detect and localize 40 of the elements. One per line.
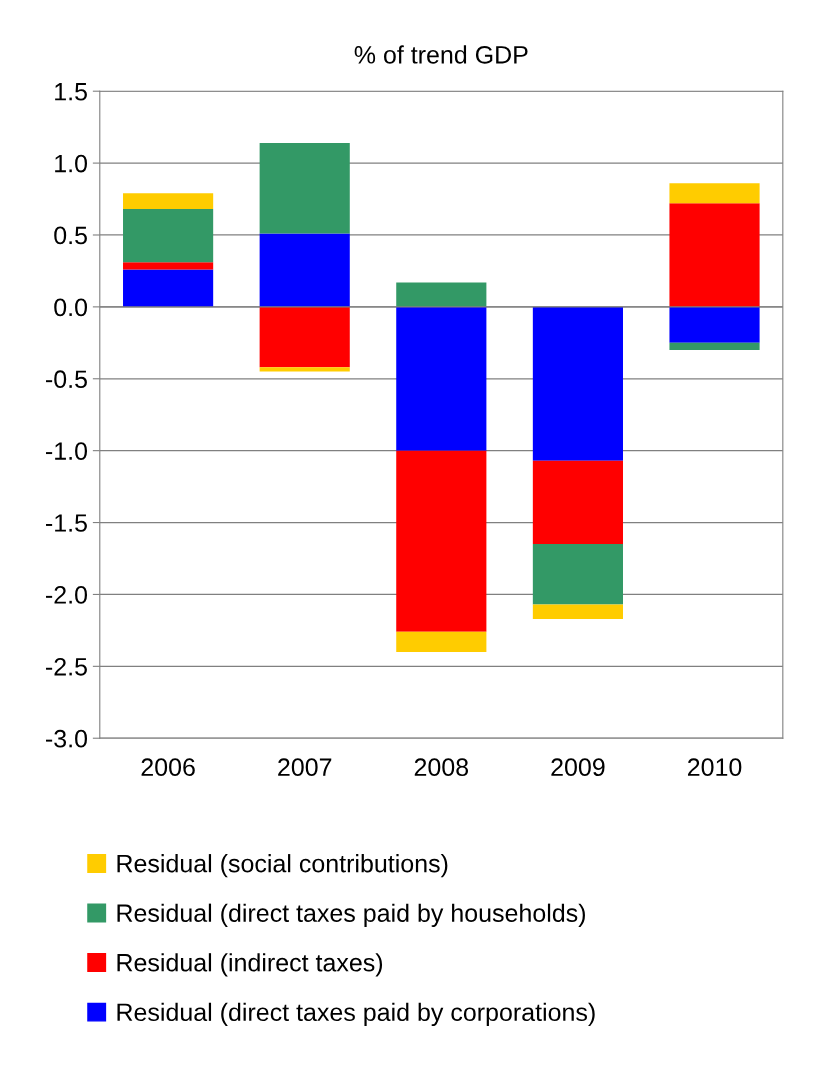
y-tick-label: -2.0 [46,586,88,604]
bar [259,233,350,307]
bar [123,209,214,263]
bar [123,262,214,270]
bar [396,631,487,652]
legend-label: Residual (indirect taxes) [117,953,383,977]
bar [396,282,487,307]
y-tick-label: 1.0 [55,154,88,173]
legend-label: Residual (direct taxes paid by corporations) [117,1002,595,1027]
bar [532,460,623,545]
y-tick-label: 0.5 [54,226,87,245]
bar [669,203,760,307]
bar [669,342,760,351]
y-tick-label: 1.5 [55,83,87,101]
y-tick-label: -1.0 [46,442,88,460]
bar [123,269,214,307]
y-tick-label: -3.0 [46,729,88,748]
x-tick-label: 2008 [414,758,469,777]
legend-label: Residual (direct taxes paid by households) [117,903,585,927]
y-tick-label: -0.5 [46,370,87,389]
bar [123,193,214,210]
y-tick-label: -1.5 [46,514,87,532]
chart-title: % of trend GDP [354,45,528,64]
x-tick-label: 2009 [551,758,605,777]
bar [259,142,350,234]
legend-label: Residual (social contributions) [117,854,448,878]
bar [532,604,623,619]
x-tick-label: 2006 [141,758,195,777]
bar [396,306,487,451]
bar [259,306,350,368]
x-tick-label: 2010 [687,758,742,777]
bar [532,306,623,461]
bar [669,183,760,204]
y-tick-label: -2.5 [46,657,87,676]
bar [669,306,760,343]
bar [396,450,487,632]
x-tick-label: 2007 [278,758,332,777]
y-tick-label: 0.0 [54,298,88,317]
bar [259,367,350,372]
bar [532,544,623,605]
